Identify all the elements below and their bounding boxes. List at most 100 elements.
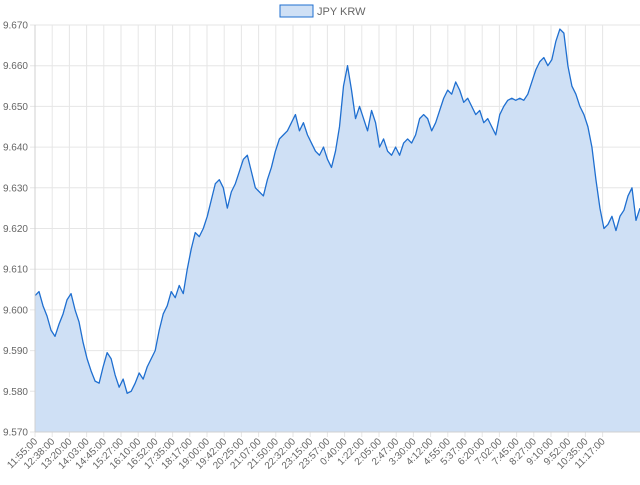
data-point: [551, 59, 552, 60]
data-point: [379, 147, 380, 148]
data-point: [559, 28, 560, 29]
data-point: [527, 94, 528, 95]
data-point: [199, 236, 200, 237]
data-point: [155, 350, 156, 351]
data-point: [555, 41, 556, 42]
y-tick-label: 9.670: [3, 21, 28, 32]
data-point: [535, 69, 536, 70]
data-point: [523, 100, 524, 101]
data-point: [46, 315, 47, 316]
data-point: [287, 130, 288, 131]
data-point: [195, 232, 196, 233]
series-area-jpy-krw: [35, 29, 640, 432]
data-point: [183, 293, 184, 294]
data-point: [359, 106, 360, 107]
data-point: [78, 322, 79, 323]
data-point: [123, 378, 124, 379]
data-point: [455, 81, 456, 82]
data-point: [603, 228, 604, 229]
data-point: [627, 195, 628, 196]
data-point: [463, 102, 464, 103]
y-tick-label: 9.620: [3, 224, 28, 235]
data-point: [107, 352, 108, 353]
data-point: [74, 309, 75, 310]
data-point: [615, 230, 616, 231]
data-point: [571, 85, 572, 86]
data-point: [459, 90, 460, 91]
data-point: [499, 114, 500, 115]
data-point: [351, 90, 352, 91]
data-point: [211, 199, 212, 200]
data-point: [431, 130, 432, 131]
data-point: [99, 383, 100, 384]
data-point: [179, 285, 180, 286]
y-tick-label: 9.630: [3, 183, 28, 194]
data-point: [539, 61, 540, 62]
data-point: [62, 313, 63, 314]
data-point: [547, 65, 548, 66]
series-area-layer: [34, 28, 640, 432]
data-point: [207, 216, 208, 217]
y-tick-label: 9.610: [3, 265, 28, 276]
data-point: [70, 293, 71, 294]
data-point: [591, 147, 592, 148]
data-point: [247, 155, 248, 156]
data-point: [335, 151, 336, 152]
data-point: [143, 378, 144, 379]
data-point: [303, 122, 304, 123]
y-tick-label: 9.580: [3, 387, 28, 398]
data-point: [227, 208, 228, 209]
legend-label-jpy-krw[interactable]: JPY KRW: [317, 6, 366, 18]
data-point: [191, 248, 192, 249]
data-point: [66, 299, 67, 300]
data-point: [115, 374, 116, 375]
data-point: [487, 118, 488, 119]
data-point: [327, 159, 328, 160]
data-point: [383, 138, 384, 139]
legend: JPY KRW: [279, 4, 366, 18]
data-point: [611, 216, 612, 217]
data-point: [311, 142, 312, 143]
data-point: [423, 114, 424, 115]
data-point: [491, 126, 492, 127]
data-point: [135, 383, 136, 384]
data-point: [271, 167, 272, 168]
data-point: [355, 118, 356, 119]
data-point: [599, 208, 600, 209]
data-point: [587, 126, 588, 127]
data-point: [403, 142, 404, 143]
data-point: [495, 134, 496, 135]
data-point: [219, 179, 220, 180]
data-point: [371, 110, 372, 111]
data-point: [239, 171, 240, 172]
data-point: [419, 118, 420, 119]
data-point: [103, 366, 104, 367]
data-point: [139, 372, 140, 373]
data-point: [263, 195, 264, 196]
data-point: [347, 65, 348, 66]
legend-swatch-jpy-krw[interactable]: [279, 4, 314, 18]
data-point: [163, 313, 164, 314]
data-point: [307, 134, 308, 135]
data-point: [127, 393, 128, 394]
data-point: [235, 183, 236, 184]
data-point: [543, 57, 544, 58]
data-point: [331, 167, 332, 168]
y-tick-label: 9.660: [3, 61, 28, 72]
data-point: [387, 151, 388, 152]
data-point: [159, 330, 160, 331]
data-point: [279, 138, 280, 139]
data-point: [54, 336, 55, 337]
data-point: [579, 106, 580, 107]
data-point: [363, 118, 364, 119]
y-tick-label: 9.570: [3, 428, 28, 439]
data-point: [323, 147, 324, 148]
data-point: [251, 171, 252, 172]
data-point: [343, 85, 344, 86]
y-tick-label: 9.600: [3, 305, 28, 316]
data-point: [231, 191, 232, 192]
data-point: [147, 366, 148, 367]
data-point: [175, 297, 176, 298]
